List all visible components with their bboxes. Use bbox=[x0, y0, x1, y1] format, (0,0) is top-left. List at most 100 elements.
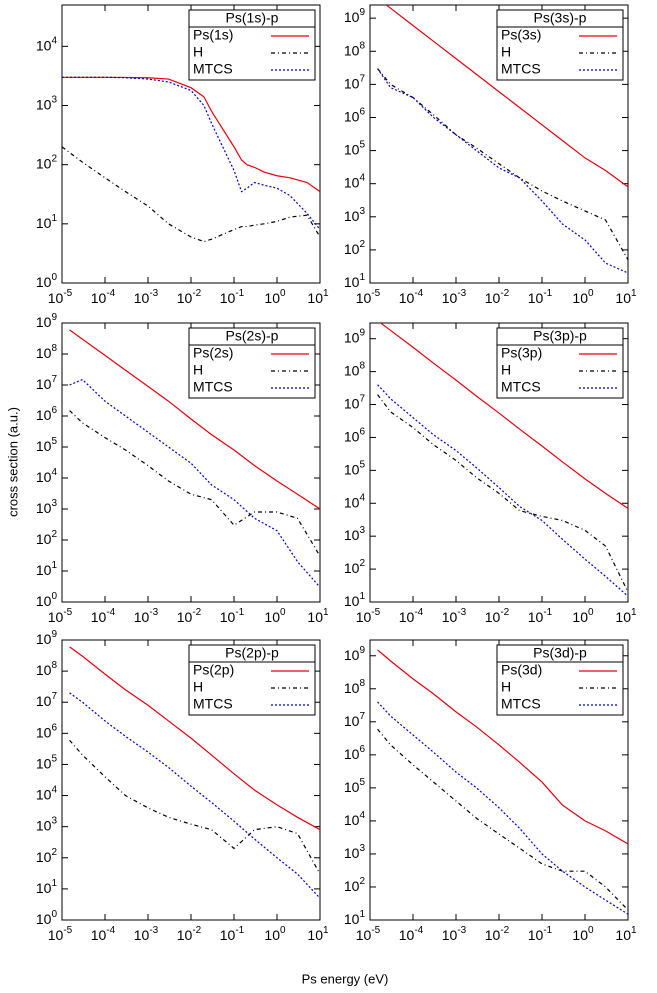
x-tick-label-exp: -4 bbox=[106, 925, 115, 936]
x-tick-label: 10-3 bbox=[442, 607, 467, 625]
x-tick-label-exp: -2 bbox=[500, 607, 509, 618]
y-tick-label: 102 bbox=[344, 239, 366, 257]
series-line bbox=[379, 323, 628, 509]
y-tick-label-base: 10 bbox=[344, 241, 360, 257]
y-tick-label-base: 10 bbox=[344, 713, 360, 729]
x-tick-label-exp: -5 bbox=[63, 607, 72, 618]
y-tick-label: 103 bbox=[344, 205, 366, 223]
y-tick-label-exp: 3 bbox=[359, 843, 365, 854]
y-tick-label-exp: 0 bbox=[51, 272, 57, 283]
x-tick-label: 10-3 bbox=[134, 607, 159, 625]
legend-box bbox=[188, 327, 316, 399]
x-tick-label-base: 10 bbox=[177, 609, 193, 625]
legend-label: Ps(3d) bbox=[501, 662, 542, 678]
y-tick-label-exp: 9 bbox=[359, 327, 365, 338]
y-tick-label-exp: 8 bbox=[359, 360, 365, 371]
x-tick-label-base: 10 bbox=[264, 290, 280, 306]
x-tick-label-exp: -4 bbox=[106, 288, 115, 299]
y-tick-label: 104 bbox=[36, 467, 58, 485]
y-tick-label-base: 10 bbox=[36, 880, 52, 896]
y-tick-label-exp: 4 bbox=[359, 810, 365, 821]
y-tick-label-base: 10 bbox=[344, 593, 360, 609]
x-tick-label: 101 bbox=[307, 288, 329, 306]
x-tick-label-exp: -1 bbox=[235, 925, 244, 936]
legend-label: MTCS bbox=[501, 696, 541, 712]
x-tick-label-exp: -3 bbox=[457, 288, 466, 299]
y-tick-label-base: 10 bbox=[36, 376, 52, 392]
y-tick-label-exp: 5 bbox=[359, 139, 365, 150]
y-tick-label-base: 10 bbox=[344, 141, 360, 157]
x-tick-label-exp: -3 bbox=[149, 607, 158, 618]
y-tick-label-base: 10 bbox=[36, 345, 52, 361]
x-tick-label-base: 10 bbox=[485, 927, 501, 943]
y-tick-label-base: 10 bbox=[36, 155, 52, 171]
y-tick-label: 105 bbox=[36, 753, 58, 771]
y-tick-label: 101 bbox=[36, 560, 58, 578]
x-tick-label: 10-3 bbox=[442, 288, 467, 306]
y-tick-label-exp: 3 bbox=[359, 525, 365, 536]
x-tick-label-exp: -2 bbox=[500, 288, 509, 299]
x-tick-label-base: 10 bbox=[48, 927, 64, 943]
y-tick-label-exp: 6 bbox=[359, 106, 365, 117]
y-tick-label-exp: 1 bbox=[51, 212, 57, 223]
series-line bbox=[377, 649, 628, 845]
x-tick-label-exp: -2 bbox=[192, 607, 201, 618]
series-line bbox=[69, 410, 320, 557]
y-tick-label-exp: 2 bbox=[51, 529, 57, 540]
x-tick-label-base: 10 bbox=[91, 290, 107, 306]
y-tick-label-exp: 2 bbox=[359, 239, 365, 250]
legend-label: MTCS bbox=[193, 61, 233, 77]
y-tick-label: 104 bbox=[344, 492, 366, 510]
series-line bbox=[69, 692, 320, 899]
legend-label: MTCS bbox=[501, 379, 541, 395]
x-tick-label-exp: 1 bbox=[323, 288, 329, 299]
legend-label: Ps(1s) bbox=[193, 27, 233, 43]
y-tick-label: 109 bbox=[344, 644, 366, 662]
y-tick-label: 109 bbox=[36, 312, 58, 330]
x-tick-label-exp: -1 bbox=[543, 925, 552, 936]
y-tick-label: 107 bbox=[344, 710, 366, 728]
y-tick-label: 109 bbox=[344, 7, 366, 25]
x-tick-label: 10-2 bbox=[177, 607, 202, 625]
y-tick-label: 108 bbox=[344, 677, 366, 695]
y-tick-label-base: 10 bbox=[344, 779, 360, 795]
y-tick-label: 102 bbox=[36, 153, 58, 171]
legend-label: H bbox=[501, 362, 511, 378]
y-tick-label-exp: 6 bbox=[359, 426, 365, 437]
y-tick-label: 103 bbox=[36, 815, 58, 833]
y-tick-label: 103 bbox=[344, 525, 366, 543]
y-tick-label-base: 10 bbox=[344, 494, 360, 510]
y-tick-label-exp: 7 bbox=[359, 710, 365, 721]
x-tick-label-exp: 1 bbox=[631, 607, 637, 618]
x-tick-label-base: 10 bbox=[177, 290, 193, 306]
x-tick-label-base: 10 bbox=[615, 609, 631, 625]
x-tick-label-base: 10 bbox=[220, 609, 236, 625]
y-tick-label: 102 bbox=[36, 529, 58, 547]
x-tick-label-exp: -1 bbox=[235, 288, 244, 299]
y-tick-label-exp: 6 bbox=[51, 722, 57, 733]
x-tick-label: 100 bbox=[572, 607, 594, 625]
y-tick-label-base: 10 bbox=[36, 215, 52, 231]
y-tick-label-base: 10 bbox=[36, 96, 52, 112]
y-tick-label-exp: 5 bbox=[359, 459, 365, 470]
x-tick-label-base: 10 bbox=[615, 290, 631, 306]
x-tick-label-base: 10 bbox=[528, 927, 544, 943]
y-tick-label: 105 bbox=[36, 436, 58, 454]
x-tick-label: 10-5 bbox=[48, 607, 73, 625]
y-tick-label-base: 10 bbox=[36, 693, 52, 709]
y-tick-label-base: 10 bbox=[344, 812, 360, 828]
x-tick-label-base: 10 bbox=[177, 927, 193, 943]
x-tick-label: 10-2 bbox=[485, 925, 510, 943]
y-tick-label-base: 10 bbox=[36, 662, 52, 678]
x-tick-label-base: 10 bbox=[442, 927, 458, 943]
x-tick-label: 10-2 bbox=[485, 288, 510, 306]
y-tick-label: 109 bbox=[344, 327, 366, 345]
y-tick-label-base: 10 bbox=[36, 531, 52, 547]
y-tick-label-base: 10 bbox=[36, 37, 52, 53]
legend-label: H bbox=[193, 362, 203, 378]
series-line bbox=[377, 68, 628, 261]
x-tick-label-exp: -2 bbox=[192, 288, 201, 299]
x-tick-label-base: 10 bbox=[134, 609, 150, 625]
